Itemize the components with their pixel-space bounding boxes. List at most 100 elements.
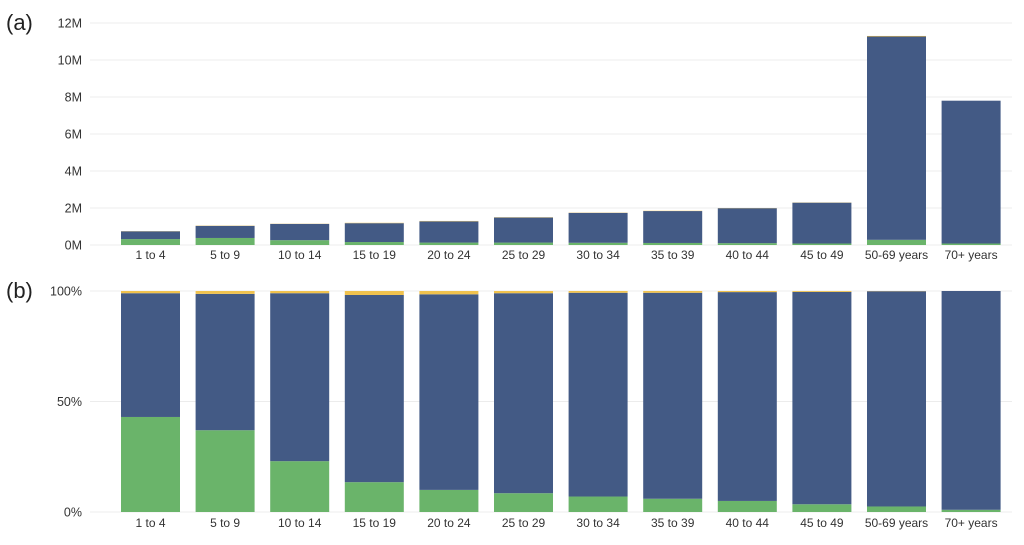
bar-segment-green <box>568 496 628 512</box>
chart-a-gridlines <box>90 22 1012 246</box>
y-tick-label: 8M <box>65 91 82 105</box>
x-tick-label: 1 to 4 <box>135 248 165 262</box>
bar-segment-green <box>867 239 926 245</box>
bar-stack <box>941 100 1001 245</box>
bar-segment-blue <box>792 291 852 505</box>
x-tick-label: 5 to 9 <box>210 248 240 262</box>
chart-a-x-axis: 1 to 4 5 to 9 10 to 14 15 to 19 20 to 24 25 t… <box>135 248 997 262</box>
bar-segment-yellow <box>121 291 180 294</box>
bar-segment-green <box>867 506 926 512</box>
bar-stack <box>419 291 479 512</box>
bar-stack <box>121 291 180 512</box>
y-tick-label: 2M <box>65 202 82 216</box>
x-tick-label: 40 to 44 <box>726 248 770 262</box>
bar-segment-yellow <box>867 35 926 37</box>
panel-label-a: (a) <box>6 10 33 35</box>
bar-segment-yellow <box>344 291 404 295</box>
x-tick-label: 45 to 49 <box>800 516 844 530</box>
bar-segment-green <box>344 482 404 512</box>
bar-segment-green <box>643 242 703 245</box>
chart-b-x-axis: 1 to 4 5 to 9 10 to 14 15 to 19 20 to 24 25 t… <box>135 516 997 530</box>
x-tick-label: 30 to 34 <box>576 516 620 530</box>
bar-segment-yellow <box>568 291 628 293</box>
bar-segment-blue <box>867 36 926 240</box>
bar-segment-yellow <box>270 291 330 294</box>
bar-segment-green <box>717 500 777 512</box>
bar-segment-yellow <box>494 291 553 294</box>
bar-segment-blue <box>270 293 330 462</box>
bar-stack <box>568 291 628 512</box>
bar-segment-blue <box>643 292 703 499</box>
bar-segment-blue <box>494 217 553 243</box>
bar-stack <box>568 212 628 245</box>
bar-stack <box>121 231 180 245</box>
bar-segment-green <box>643 498 703 512</box>
bar-segment-blue <box>121 293 180 417</box>
bar-segment-green <box>419 489 479 512</box>
chart-a: (a) 0M 2M 4M 6M 8M 10M 12M 1 to 4 5 to 9 10 to 1… <box>6 10 1012 262</box>
bar-segment-yellow <box>643 291 703 293</box>
bar-segment-green <box>792 243 852 245</box>
bar-stack <box>270 223 330 245</box>
bar-segment-blue <box>195 293 255 431</box>
bar-stack <box>792 202 852 245</box>
bar-stack <box>344 222 404 245</box>
x-tick-label: 5 to 9 <box>210 516 240 530</box>
bar-stack <box>717 208 777 245</box>
x-tick-label: 45 to 49 <box>800 248 844 262</box>
panel-label-b: (b) <box>6 278 33 303</box>
bar-stack <box>195 291 255 512</box>
bar-segment-green <box>792 504 852 512</box>
bar-segment-blue <box>941 100 1001 244</box>
bar-stack <box>419 220 479 245</box>
bar-segment-blue <box>568 292 628 497</box>
y-tick-label: 4M <box>65 165 82 179</box>
y-tick-label: 6M <box>65 128 82 142</box>
bar-segment-green <box>941 243 1001 245</box>
bar-segment-blue <box>419 294 479 490</box>
x-tick-label: 40 to 44 <box>726 516 770 530</box>
bar-segment-blue <box>867 291 926 507</box>
x-tick-label: 10 to 14 <box>278 516 322 530</box>
x-tick-label: 35 to 39 <box>651 516 695 530</box>
x-tick-label: 20 to 24 <box>427 248 471 262</box>
bar-segment-green <box>419 242 479 245</box>
bar-segment-blue <box>717 292 777 501</box>
bar-segment-green <box>270 461 330 512</box>
bar-stack <box>494 217 553 245</box>
bar-segment-green <box>717 243 777 245</box>
bar-stack <box>643 210 703 245</box>
bar-segment-green <box>941 509 1001 512</box>
bar-stack <box>494 291 553 512</box>
chart-b-bars <box>121 291 1001 512</box>
bar-segment-green <box>195 237 255 245</box>
bar-segment-green <box>494 242 553 245</box>
bar-segment-green <box>270 240 330 245</box>
bar-stack <box>941 291 1001 512</box>
x-tick-label: 20 to 24 <box>427 516 471 530</box>
x-tick-label: 15 to 19 <box>353 516 397 530</box>
bar-segment-green <box>121 239 180 245</box>
x-tick-label: 10 to 14 <box>278 248 322 262</box>
x-tick-label: 50-69 years <box>865 248 928 262</box>
bar-segment-yellow <box>717 291 777 293</box>
bar-segment-green <box>121 416 180 512</box>
bar-stack <box>717 291 777 512</box>
bar-segment-blue <box>419 221 479 243</box>
bar-segment-yellow <box>419 291 479 295</box>
y-tick-label: 50% <box>57 395 82 409</box>
bar-segment-blue <box>643 211 703 243</box>
bar-segment-blue <box>941 291 1001 510</box>
y-tick-label: 0M <box>65 239 82 253</box>
x-tick-label: 15 to 19 <box>353 248 397 262</box>
bar-stack <box>643 291 703 512</box>
chart-b: (b) 0% 50% 100% 1 to 4 5 to 9 10 to 14 15 to … <box>6 278 1012 530</box>
bar-segment-blue <box>270 223 330 241</box>
x-tick-label: 35 to 39 <box>651 248 695 262</box>
bar-stack <box>792 291 852 512</box>
x-tick-label: 50-69 years <box>865 516 928 530</box>
y-tick-label: 100% <box>50 285 82 299</box>
bar-segment-green <box>195 430 255 512</box>
bar-segment-yellow <box>792 291 852 292</box>
